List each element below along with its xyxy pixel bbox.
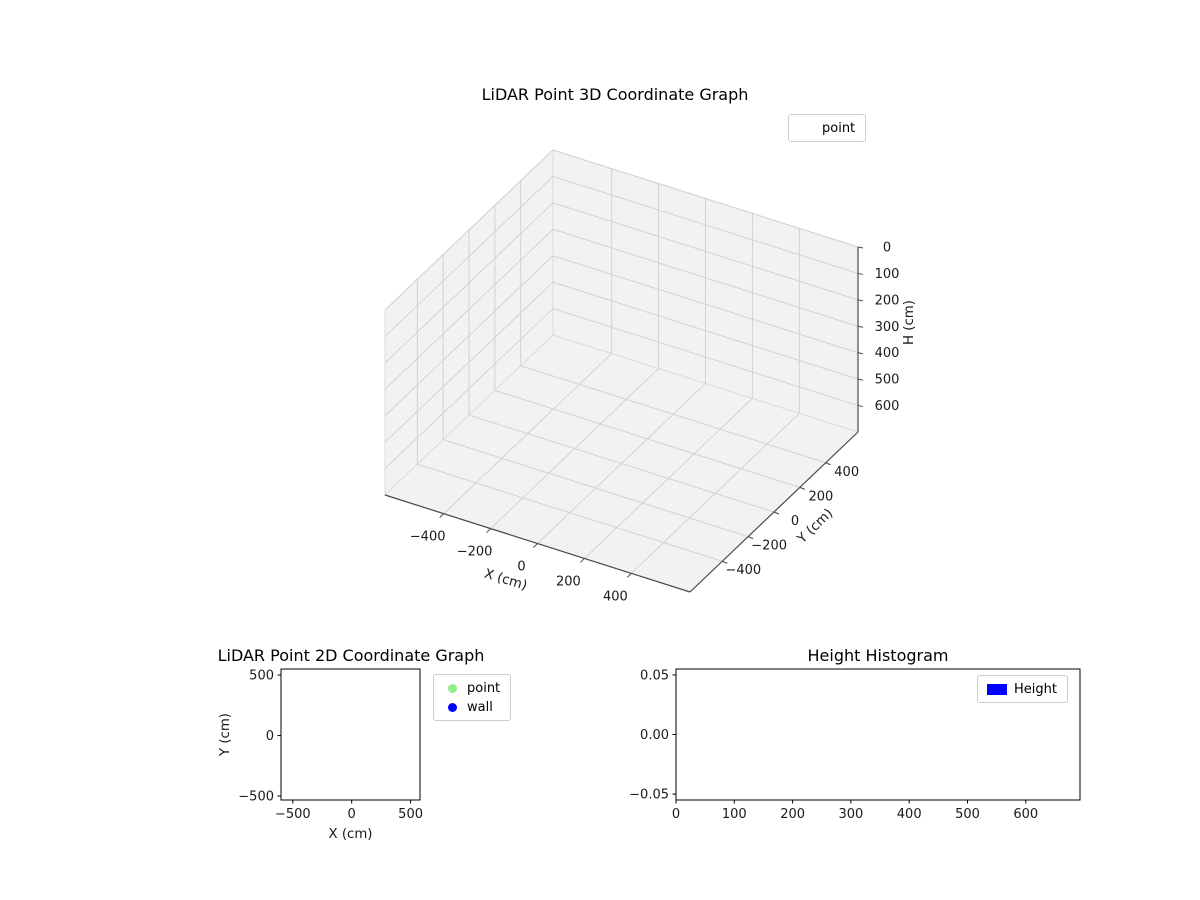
plot3d-y-tick-label: −400 [725, 563, 761, 578]
point-marker-icon [803, 123, 812, 133]
plot3d-y-tick-label: 0 [791, 514, 799, 529]
plot3d-h-axis-label: H (cm) [902, 300, 917, 345]
hist-title: Height Histogram [807, 646, 949, 665]
plot2d-y-axis-label: Y (cm) [218, 713, 233, 757]
point-marker-icon [448, 683, 457, 693]
plot2d-legend: point wall [433, 674, 512, 721]
plot3d-h-tick-label: 100 [875, 267, 900, 282]
hist-x-tick-label: 200 [780, 807, 805, 822]
plot3d-title: LiDAR Point 3D Coordinate Graph [481, 85, 749, 104]
hist-legend: Height [977, 675, 1068, 703]
legend-entry-height: Height [986, 680, 1057, 698]
plot3d-x-tick-label: 400 [603, 589, 628, 604]
hist-legend-label-height: Height [1014, 681, 1057, 697]
plot3d-y-tick-label: 200 [808, 489, 833, 504]
height-bar-marker-icon [987, 683, 1007, 695]
plot3d-h-tick-label: 200 [875, 293, 900, 308]
plot2d-y-tick-label: 0 [266, 729, 274, 744]
hist-y-tick-label: 0.05 [640, 668, 669, 683]
hist-y-tick-label: −0.05 [629, 788, 669, 803]
plot3d-legend-label-point: point [822, 120, 856, 136]
plot2d-x-tick-label: −500 [275, 807, 311, 822]
hist-x-tick-label: 300 [838, 807, 863, 822]
plot3d-y-tick-label: −200 [751, 539, 787, 554]
plot3d-legend: point [788, 114, 867, 142]
hist-x-tick-label: 0 [672, 807, 680, 822]
plot2d-y-tick-label: 500 [249, 669, 274, 684]
legend-entry-point: point [442, 679, 500, 697]
legend-entry-point: point [797, 119, 855, 137]
plot2d-axes [280, 668, 421, 801]
plot2d-x-tick-label: 0 [348, 807, 356, 822]
plot3d-x-tick-label: −400 [410, 530, 446, 545]
plot2d-x-tick-label: 500 [398, 807, 423, 822]
plot2d-legend-label-point: point [467, 680, 501, 696]
legend-entry-wall: wall [442, 698, 500, 716]
plot2d-y-tick-label: −500 [238, 790, 274, 805]
plot3d-y-axis-label: Y (cm) [794, 506, 836, 547]
plot3d-h-tick-label: 500 [875, 373, 900, 388]
plot3d-h-tick-label: 0 [883, 241, 891, 256]
plot3d-h-tick-label: 300 [875, 320, 900, 335]
hist-x-tick-label: 100 [722, 807, 747, 822]
wall-marker-icon [448, 702, 457, 712]
plot3d-x-tick-label: −200 [457, 545, 493, 560]
plot3d-h-tick-label: 600 [875, 399, 900, 414]
plot3d-x-tick-label: 0 [517, 560, 525, 575]
hist-x-tick-label: 400 [897, 807, 922, 822]
plot3d-h-tick-label: 400 [875, 346, 900, 361]
hist-x-tick-label: 600 [1013, 807, 1038, 822]
hist-y-tick-label: 0.00 [640, 728, 669, 743]
plot2d-x-axis-label: X (cm) [329, 827, 373, 842]
plot2d-title: LiDAR Point 2D Coordinate Graph [217, 646, 485, 665]
plot2d-legend-label-wall: wall [467, 699, 493, 715]
plot3d-y-tick-label: 400 [834, 465, 859, 480]
plot3d-x-tick-label: 200 [556, 574, 581, 589]
hist-x-tick-label: 500 [955, 807, 980, 822]
